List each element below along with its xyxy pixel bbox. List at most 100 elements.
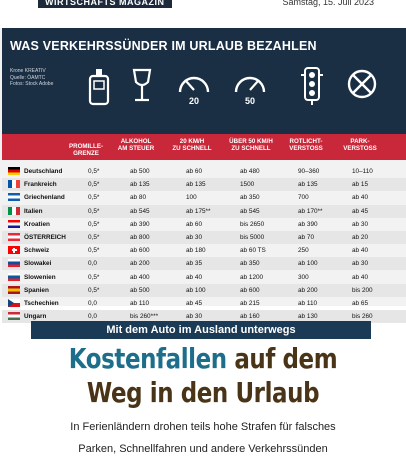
cell-kmh20: ab 40	[186, 273, 202, 281]
cell-park: 10–110	[352, 168, 373, 175]
cell-kmh50: ab 600	[240, 286, 260, 294]
cell-promille: 0,5*	[88, 247, 100, 255]
headline-line-1: Kostenfallen auf dem	[37, 343, 370, 375]
credit-line: Krone KREATIV	[10, 68, 46, 74]
cell-country: Ungarn	[24, 313, 47, 321]
cell-rotlicht: 300	[298, 273, 309, 281]
column-header-alkohol: ALKOHOL AM STEUER	[117, 138, 155, 152]
cell-promille: 0,0	[88, 313, 97, 321]
cell-kmh20: ab 175**	[186, 207, 211, 215]
cell-alkohol: ab 390	[130, 220, 150, 228]
cell-rotlicht: ab 100	[298, 260, 318, 268]
speed-label-20: 20	[189, 96, 199, 106]
flag-icon	[8, 206, 20, 215]
cell-promille: 0,0	[88, 300, 97, 307]
cell-alkohol: ab 800	[130, 234, 150, 241]
headline-highlight: Kostenfallen	[68, 342, 227, 375]
table-row: Frankreich 0,5* ab 135 ab 135 1500 ab 135 ab 1…	[2, 178, 406, 192]
cell-alkohol: ab 600	[130, 247, 150, 255]
cell-park: ab 15	[352, 181, 368, 189]
infographic-credits: Krone KREATIV Quelle: ÖAMTC Fotos: Stock…	[10, 68, 53, 88]
cell-kmh20: ab 60	[186, 220, 202, 228]
cell-rotlicht: ab 170**	[298, 207, 323, 215]
wine-glass-icon	[130, 66, 154, 106]
cell-rotlicht: 90–360	[298, 168, 320, 175]
cell-country: Tschechien	[24, 300, 59, 307]
issue-date: Samstag, 15. Juli 2023	[282, 0, 374, 7]
cell-alkohol: ab 110	[130, 300, 150, 307]
cell-park: ab 20	[352, 234, 368, 241]
speedometer-icon: 50	[232, 66, 268, 106]
table-row: Slowakei 0,0 ab 200 ab 35 ab 350 ab 100 ab 30	[2, 257, 406, 271]
cell-country: Kroatien	[24, 220, 50, 228]
cell-alkohol: ab 200	[130, 260, 150, 268]
cell-kmh20: ab 30	[186, 313, 202, 321]
cell-alkohol: ab 500	[130, 286, 150, 294]
infographic-header: WAS VERKEHRSSÜNDER IM URLAUB BEZAHLEN Kr…	[2, 28, 406, 134]
cell-kmh20: ab 100	[186, 286, 206, 294]
flag-icon	[8, 246, 20, 255]
table-row: Slowenien 0,5* ab 400 ab 40 ab 1200 300 ab 40	[2, 271, 406, 284]
credit-line: Quelle: ÖAMTC	[10, 74, 46, 81]
cell-rotlicht: ab 390	[298, 220, 318, 228]
cell-kmh20: ab 45	[186, 300, 202, 307]
lead-text-line-2: Parken, Schnellfahren und andere Verkehr…	[78, 443, 328, 455]
cell-park: bis 200	[352, 286, 373, 294]
cell-kmh50: 1500	[240, 181, 255, 189]
cell-alkohol: bis 260***	[130, 313, 159, 321]
cell-rotlicht: ab 110	[298, 300, 318, 307]
top-bar: WIRTSCHAFTS MAGAZIN Samstag, 15. Juli 20…	[0, 0, 406, 9]
flag-icon	[8, 193, 20, 202]
cell-rotlicht: ab 200	[298, 286, 318, 294]
cell-country: ÖSTERREICH	[24, 234, 66, 241]
cell-rotlicht: 250	[298, 247, 309, 255]
table-row: Spanien 0,5* ab 500 ab 100 ab 600 ab 200 bis 2…	[2, 283, 406, 297]
cell-park: ab 40	[352, 273, 368, 281]
flag-icon	[8, 272, 20, 281]
cell-alkohol: ab 400	[130, 273, 150, 281]
cell-country: Slowenien	[24, 273, 56, 281]
flag-icon	[8, 233, 20, 241]
flag-icon	[8, 167, 20, 175]
cell-promille: 0,5*	[88, 220, 100, 228]
lead-text-line-1: In Ferienländern drohen teils hohe Straf…	[70, 421, 336, 433]
cell-kmh20: 100	[186, 194, 197, 202]
cell-promille: 0,5*	[88, 168, 100, 175]
cell-park: ab 30	[352, 220, 368, 228]
table-row: Deutschland 0,5* ab 500 ab 60 ab 480 90–360 10…	[2, 165, 406, 178]
table-row: Tschechien 0,0 ab 110 ab 45 ab 215 ab 110 ab 6…	[2, 297, 406, 310]
cell-park: ab 40	[352, 247, 368, 255]
speed-label-50: 50	[245, 96, 255, 106]
cell-promille: 0,5*	[88, 194, 100, 202]
cell-kmh50: ab 350	[240, 260, 260, 268]
cell-kmh20: ab 135	[186, 181, 206, 189]
cell-kmh50: ab 60 TS	[240, 247, 266, 255]
cell-alkohol: ab 80	[130, 194, 146, 202]
credit-line: Fotos: Stock Adobe	[10, 81, 54, 87]
cell-park: ab 30	[352, 260, 368, 268]
table-row: ÖSTERREICH 0,5* ab 800 ab 30 bis 5000 ab 70 ab…	[2, 231, 406, 244]
cell-kmh50: ab 160	[240, 313, 260, 321]
cell-country: Spanien	[24, 286, 49, 294]
cell-kmh50: ab 480	[240, 168, 260, 175]
cell-kmh20: ab 35	[186, 260, 202, 268]
magazine-label: WIRTSCHAFTS MAGAZIN	[38, 0, 172, 8]
no-parking-icon	[346, 66, 378, 106]
column-header-band	[2, 134, 406, 160]
cell-rotlicht: ab 70	[298, 234, 314, 241]
flag-icon	[8, 312, 20, 321]
column-header-50kmh: ÜBER 50 KM/H ZU SCHNELL	[229, 138, 273, 152]
column-header-20kmh: 20 KM/H ZU SCHNELL	[172, 138, 212, 152]
column-header-park: PARK- VERSTOSS	[343, 138, 377, 152]
cell-rotlicht: 700	[298, 194, 309, 202]
cell-alkohol: ab 135	[130, 181, 150, 189]
cell-promille: 0,5*	[88, 286, 100, 294]
flag-icon	[8, 299, 20, 307]
cell-country: Griechenland	[24, 194, 65, 202]
cell-promille: 0,5*	[88, 207, 100, 215]
table-row: Ungarn 0,0 bis 260*** ab 30 ab 160 ab 130 bis …	[2, 310, 406, 324]
table-row: Italien 0,5* ab 545 ab 175** ab 545 ab 170** a…	[2, 204, 406, 218]
cell-kmh50: ab 350	[240, 194, 260, 202]
flag-icon	[8, 259, 20, 268]
table-row: Griechenland 0,5* ab 80 100 ab 350 700 ab 40	[2, 191, 406, 204]
